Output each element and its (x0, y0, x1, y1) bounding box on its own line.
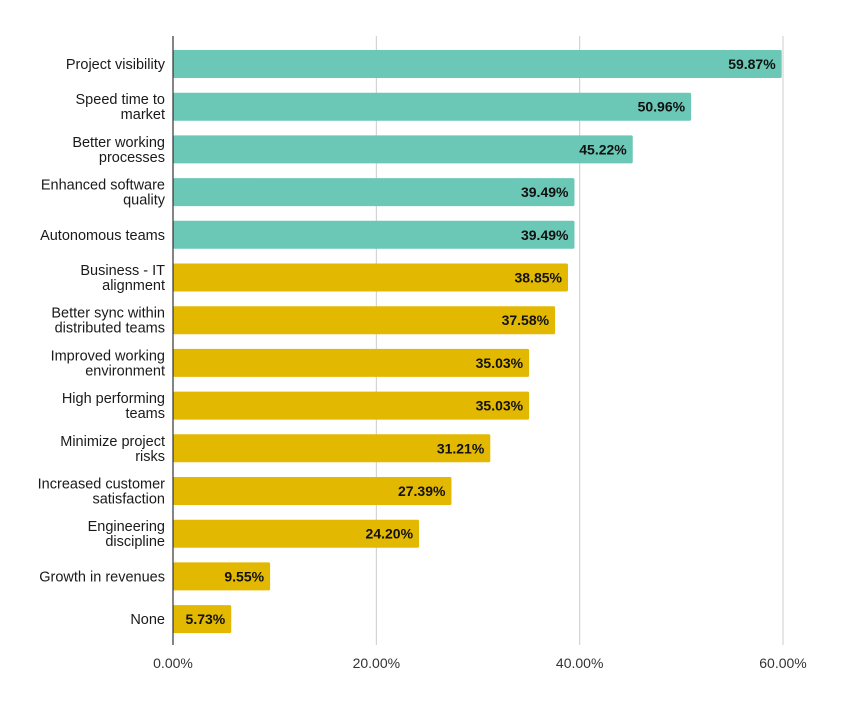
bar-7 (173, 348, 530, 377)
category-label-1: Speed time to market (76, 92, 165, 123)
bar-6 (173, 306, 556, 335)
bar-12 (173, 562, 271, 591)
bar-2 (173, 135, 633, 164)
bar-3 (173, 178, 575, 207)
category-label-11: Engineering discipline (88, 519, 165, 550)
category-label-13: None (130, 612, 165, 628)
value-label-3: 39.49% (521, 184, 569, 200)
x-tick-label-1: 20.00% (353, 655, 400, 671)
value-label-2: 45.22% (579, 141, 627, 157)
bar-1 (173, 92, 692, 121)
x-tick-label-2: 40.00% (556, 655, 603, 671)
bar-10 (173, 477, 452, 505)
value-label-8: 35.03% (476, 398, 524, 414)
category-label-9: Minimize project risks (60, 434, 165, 465)
bar-9 (173, 434, 491, 463)
category-label-8: High performing teams (62, 391, 165, 422)
category-label-12: Growth in revenues (39, 569, 165, 585)
bar-11 (173, 519, 420, 548)
bar-0 (173, 50, 782, 78)
category-label-7: Improved working environment (51, 348, 165, 379)
value-label-5: 38.85% (514, 270, 562, 286)
value-label-6: 37.58% (502, 312, 550, 328)
x-tick-label-3: 60.00% (759, 655, 806, 671)
category-label-2: Better working processes (72, 135, 165, 166)
bar-13 (173, 605, 232, 634)
bar-8 (173, 391, 530, 420)
value-label-10: 27.39% (398, 483, 446, 499)
value-label-4: 39.49% (521, 227, 569, 243)
bar-5 (173, 263, 568, 292)
category-label-6: Better sync within distributed teams (51, 306, 165, 337)
value-label-13: 5.73% (186, 611, 226, 627)
value-label-12: 9.55% (224, 568, 264, 584)
value-label-7: 35.03% (476, 355, 524, 371)
category-label-0: Project visibility (66, 57, 166, 73)
value-label-9: 31.21% (437, 440, 485, 456)
value-label-11: 24.20% (366, 526, 414, 542)
x-tick-label-0: 0.00% (153, 655, 193, 671)
value-label-1: 50.96% (638, 99, 686, 115)
category-label-10: Increased customer satisfaction (38, 477, 166, 508)
category-label-5: Business - IT alignment (80, 263, 165, 294)
value-label-0: 59.87% (728, 56, 776, 72)
bar-4 (173, 220, 575, 249)
category-label-3: Enhanced software quality (41, 178, 166, 209)
category-label-4: Autonomous teams (40, 228, 165, 244)
